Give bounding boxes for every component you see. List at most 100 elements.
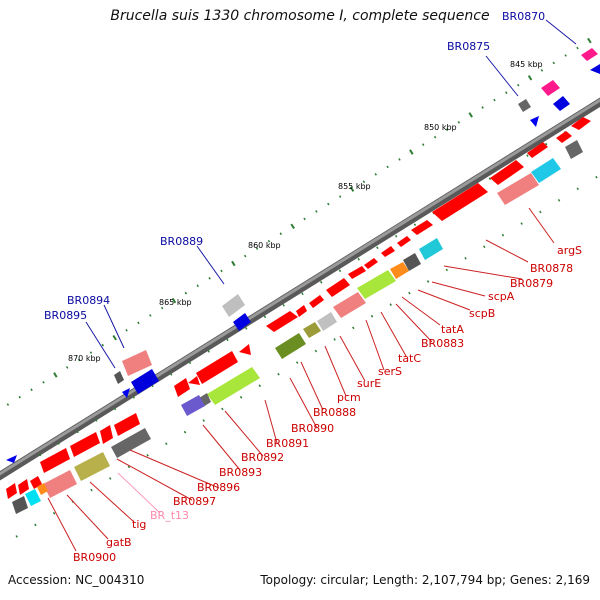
bottom-tick — [52, 511, 56, 515]
gene-label-scpB[interactable]: scpB — [469, 307, 495, 320]
gene-block-orange[interactable] — [390, 262, 409, 279]
gene-block-cyan-3[interactable] — [25, 489, 41, 506]
gene-forward-24[interactable] — [18, 479, 29, 495]
gene-label-BR0870[interactable]: BR0870 — [502, 10, 545, 23]
gene-forward-12[interactable] — [309, 295, 324, 308]
scale-tick — [220, 269, 223, 273]
gene-block-grey-1[interactable] — [565, 140, 583, 159]
gene-label-pcm[interactable]: pcm — [337, 391, 361, 404]
gene-forward-9[interactable] — [364, 258, 378, 269]
inner-tick — [338, 269, 342, 273]
inner-tick — [263, 315, 267, 319]
gene-block-salmon-1[interactable] — [497, 173, 539, 205]
inner-tick — [244, 326, 248, 330]
gene-BR0889-arrow[interactable] — [233, 313, 251, 331]
gene-block-salmon-3[interactable] — [43, 470, 77, 498]
gene-block-olive-2[interactable] — [275, 333, 306, 359]
gene-label-tig[interactable]: tig — [132, 518, 146, 531]
gene-BR0894-block[interactable] — [122, 350, 152, 376]
gene-forward-1[interactable] — [571, 117, 591, 130]
gene-label-serS[interactable]: serS — [378, 365, 402, 378]
gene-BR0895-block[interactable] — [114, 371, 124, 384]
gene-label-BR0894[interactable]: BR0894 — [67, 294, 110, 307]
scale-tick — [208, 276, 211, 280]
bottom-tick — [389, 303, 392, 307]
gene-label-BR0895[interactable]: BR0895 — [44, 309, 87, 322]
gene-blue-block[interactable] — [553, 96, 570, 111]
gene-block-olive-1[interactable] — [303, 322, 321, 338]
gene-left-blue-arrow[interactable] — [6, 455, 17, 463]
scale-tick — [527, 75, 533, 81]
gene-label-BR0892[interactable]: BR0892 — [241, 451, 284, 464]
gene-forward-5[interactable] — [432, 183, 488, 221]
gene-forward-13[interactable] — [296, 305, 307, 317]
gene-block-lime-2[interactable] — [207, 367, 260, 405]
gene-block-grey-5[interactable] — [12, 496, 28, 514]
gene-label-BR0875[interactable]: BR0875 — [447, 40, 490, 53]
gene-block-violet[interactable] — [181, 395, 205, 416]
gene-label-scpA[interactable]: scpA — [488, 290, 515, 303]
gene-label-BR0893[interactable]: BR0893 — [219, 466, 262, 479]
bottom-tick — [277, 372, 280, 376]
gene-label-BR0878[interactable]: BR0878 — [530, 262, 573, 275]
gene-label-BR0879[interactable]: BR0879 — [510, 277, 553, 290]
gene-block-orange-2[interactable] — [37, 483, 48, 495]
inner-tick — [226, 338, 229, 342]
gene-BR0875-block[interactable] — [518, 99, 531, 112]
gene-forward-22[interactable] — [40, 448, 70, 473]
gene-label-BR0900[interactable]: BR0900 — [73, 551, 116, 564]
gene-label-BR_t13[interactable]: BR_t13 — [150, 509, 189, 522]
gene-BR0875-arrow[interactable] — [530, 116, 539, 127]
gene-block-cyan-2[interactable] — [419, 238, 443, 260]
gene-forward-4[interactable] — [490, 160, 524, 185]
gene-label-BR0897[interactable]: BR0897 — [173, 495, 216, 508]
gene-forward-19[interactable] — [114, 413, 140, 436]
gene-forward-7[interactable] — [397, 236, 411, 247]
gene-BR0889-block[interactable] — [222, 294, 245, 317]
gene-label-tatA[interactable]: tatA — [441, 323, 464, 336]
bottom-tick — [90, 488, 93, 492]
gene-label-surE[interactable]: surE — [357, 377, 381, 390]
gene-label-BR0896[interactable]: BR0896 — [197, 481, 240, 494]
gene-block-grey-2[interactable] — [403, 253, 421, 271]
gene-block-cyan-1[interactable] — [531, 158, 561, 183]
gene-block-olive-3[interactable] — [74, 452, 110, 481]
gene-BR0894-arrow[interactable] — [131, 369, 159, 394]
gene-block-grey-4[interactable] — [111, 428, 151, 458]
gene-label-tatC[interactable]: tatC — [398, 352, 421, 365]
gene-forward-16[interactable] — [196, 351, 238, 384]
gene-forward-2[interactable] — [556, 131, 572, 143]
gene-forward-14[interactable] — [266, 311, 298, 332]
gene-forward-25[interactable] — [6, 483, 17, 499]
gene-pink-block[interactable] — [541, 80, 560, 96]
gene-block-silver[interactable] — [317, 312, 337, 331]
gene-BR0895-arrow[interactable] — [122, 388, 130, 398]
gene-label-gatB[interactable]: gatB — [106, 536, 132, 549]
gene-forward-23[interactable] — [30, 476, 42, 489]
gene-forward-18[interactable] — [174, 378, 190, 397]
gene-forward-3[interactable] — [527, 142, 548, 158]
gene-label-BR0889[interactable]: BR0889 — [160, 235, 203, 248]
gene-block-salmon-2[interactable] — [333, 292, 366, 318]
gene-blue-arrow-right[interactable] — [590, 64, 600, 74]
gene-forward-15[interactable] — [239, 344, 251, 355]
gene-forward-21[interactable] — [70, 432, 100, 457]
gene-label-BR0888[interactable]: BR0888 — [313, 406, 356, 419]
gene-forward-11[interactable] — [326, 278, 350, 297]
gene-label-argS[interactable]: argS — [557, 244, 582, 257]
scale-tick — [196, 284, 199, 288]
gene-label-BR0890[interactable]: BR0890 — [291, 422, 334, 435]
ruler-labels: 845 kbp 850 kbp 855 kbp 860 kbp 865 kbp … — [68, 60, 543, 363]
gene-forward-20[interactable] — [100, 425, 113, 444]
scale-tick — [552, 61, 556, 65]
gene-forward-17[interactable] — [188, 376, 200, 385]
gene-BR0870[interactable] — [581, 48, 598, 61]
gene-forward-6[interactable] — [411, 220, 433, 235]
gene-forward-8[interactable] — [381, 246, 395, 257]
gene-label-BR0891[interactable]: BR0891 — [266, 437, 309, 450]
gene-block-lime-1[interactable] — [357, 270, 396, 299]
gene-forward-10[interactable] — [348, 266, 366, 279]
gene-label-BR0883[interactable]: BR0883 — [421, 337, 464, 350]
